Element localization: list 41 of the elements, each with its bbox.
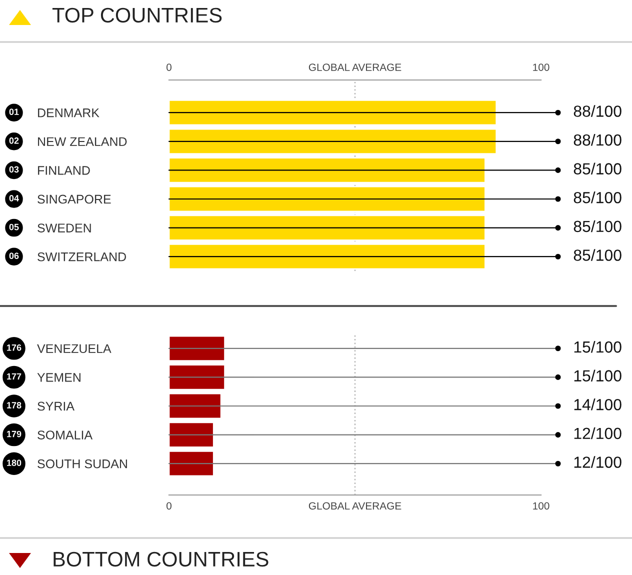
text: 180 [7, 460, 22, 466]
x-tick-label: 100 [533, 502, 550, 510]
y-tick-label: DENMARK [38, 108, 100, 118]
y-tick-label: SINGAPORE [38, 194, 111, 204]
data-label: 12/100 [574, 427, 622, 440]
text: 05 [9, 224, 19, 230]
text: 176 [7, 344, 22, 351]
x-tick-label: GLOBAL AVERAGE [308, 64, 402, 71]
data-label: 15/100 [574, 370, 622, 382]
y-tick-label: NEW ZEALAND [38, 137, 127, 146]
chart-title: TOP COUNTRIES [52, 8, 222, 23]
x-tick-label: 0 [166, 64, 172, 71]
y-tick-label: FINLAND [38, 166, 90, 175]
data-label: 88/100 [574, 105, 622, 117]
x-tick-label: 100 [533, 64, 550, 71]
y-tick-label: SWITZERLAND [38, 252, 126, 262]
y-tick-label: VENEZUELA [37, 344, 112, 354]
data-label: 88/100 [574, 134, 622, 146]
text: 04 [9, 195, 19, 202]
data-label: 14/100 [574, 398, 622, 410]
data-label: 15/100 [574, 340, 622, 353]
text: BOTTOM COUNTRIES [54, 552, 268, 567]
text: 03 [9, 166, 19, 173]
x-tick-label: GLOBAL AVERAGE [308, 502, 402, 510]
data-label: 85/100 [574, 220, 622, 232]
y-tick-label: SOMALIA [38, 430, 93, 440]
text: 178 [7, 402, 22, 408]
text: 06 [9, 252, 19, 260]
data-label: 12/100 [574, 456, 622, 468]
y-tick-label: SOUTH SUDAN [38, 459, 127, 468]
text: 01 [9, 108, 19, 116]
text: 179 [7, 430, 22, 438]
data-label: 85/100 [574, 162, 622, 174]
y-tick-label: SWEDEN [38, 224, 91, 232]
text: 02 [9, 137, 19, 144]
y-tick-label: SYRIA [38, 402, 74, 411]
data-label: 85/100 [574, 249, 622, 261]
x-tick-label: 0 [166, 502, 172, 510]
data-label: 85/100 [574, 192, 622, 204]
text: 177 [7, 373, 22, 380]
y-tick-label: YEMEN [37, 373, 80, 382]
